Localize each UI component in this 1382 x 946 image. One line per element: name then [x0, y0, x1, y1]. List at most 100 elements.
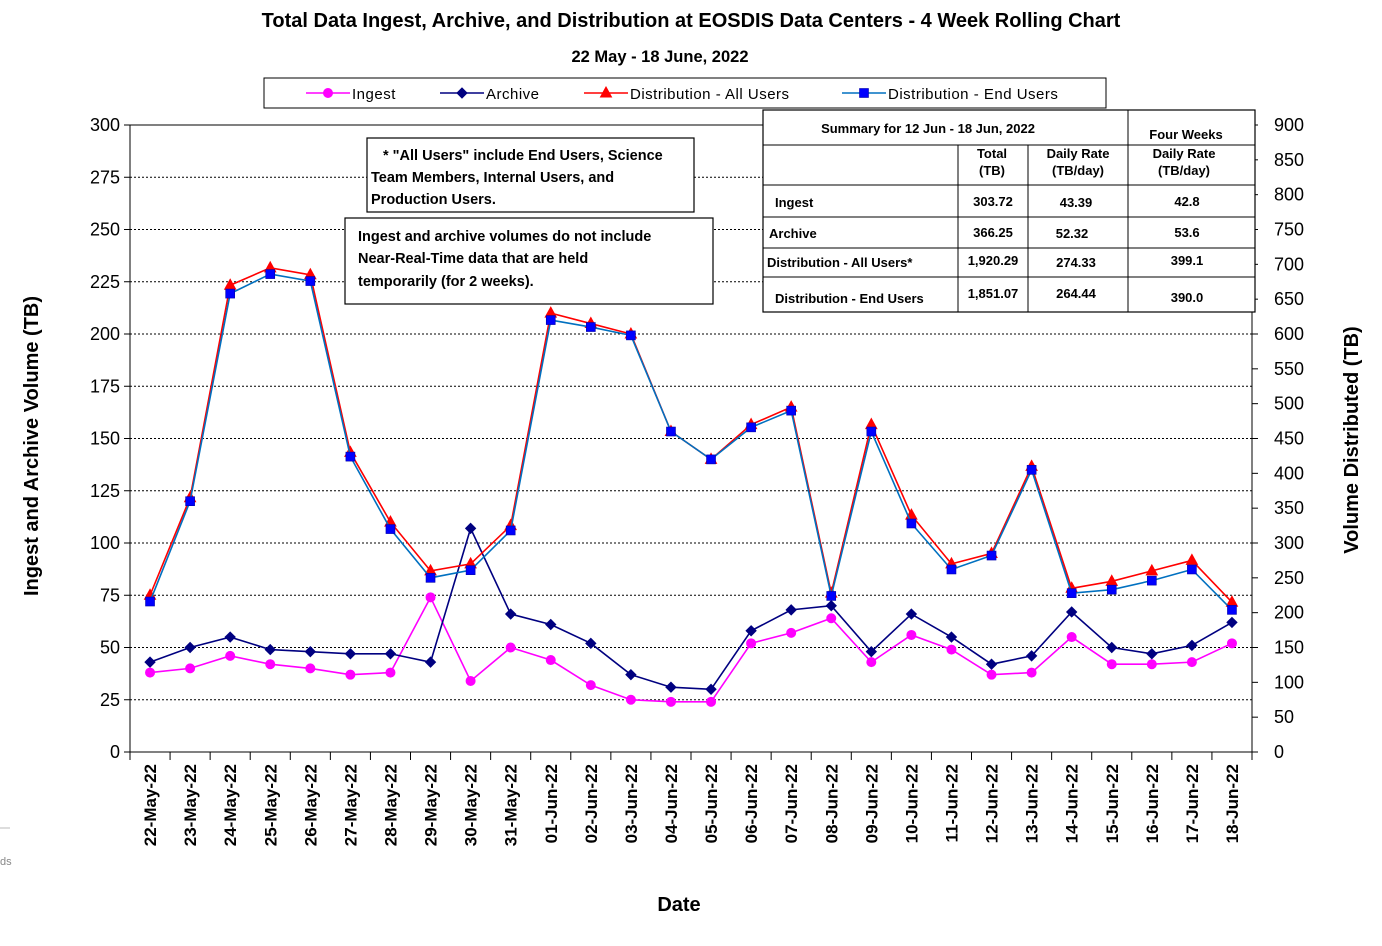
x-tick-label: 06-Jun-22: [742, 764, 761, 843]
legend-marker: [323, 88, 333, 98]
data-point-archive: [1226, 616, 1238, 629]
left-y-axis: 0 25 50 75 100 125 150 175 200 225 250 275 300: [90, 115, 130, 762]
x-tick-label: 17-Jun-22: [1183, 764, 1202, 843]
fw-header-1: Daily Rate: [1153, 146, 1216, 161]
data-point-ingest: [385, 667, 396, 678]
right-tick-label: 650: [1274, 289, 1304, 309]
legend-label: Distribution - End Users: [888, 86, 1058, 103]
x-tick-label: 03-Jun-22: [622, 764, 641, 843]
right-tick-label: 150: [1274, 638, 1304, 658]
legend-box: [263, 77, 1107, 109]
data-point-archive: [945, 631, 958, 643]
right-tick-label: 750: [1274, 220, 1304, 240]
data-point-ingest: [425, 592, 436, 603]
data-point-distribution-end-users: [265, 269, 276, 279]
data-point-archive: [184, 641, 196, 654]
users-note-line-2: Team Members, Internal Users, and: [371, 170, 614, 186]
left-tick-label: 150: [90, 429, 120, 449]
row-dist-end-four-weeks: 390.0: [1171, 290, 1204, 305]
left-tick-label: 250: [90, 220, 120, 240]
x-tick-label: 05-Jun-22: [702, 764, 721, 843]
x-tick-label: 26-May-22: [301, 764, 320, 846]
data-point-ingest: [465, 675, 476, 686]
left-tick-label: 175: [90, 376, 120, 396]
chart-subtitle: 22 May - 18 June, 2022: [571, 48, 748, 66]
data-point-archive: [1186, 639, 1198, 652]
data-point-archive: [665, 681, 677, 693]
data-point-ingest: [1026, 667, 1037, 678]
row-archive-daily: 52.32: [1056, 226, 1089, 241]
legend-item-archive: Archive: [440, 86, 539, 103]
data-point-distribution-end-users: [1026, 465, 1037, 475]
row-dist-end-total: 1,851.07: [968, 286, 1019, 301]
x-tick-label: 07-Jun-22: [782, 764, 801, 843]
data-point-archive: [224, 631, 236, 643]
left-tick-label: 75: [100, 585, 120, 605]
data-point-distribution-end-users: [385, 524, 396, 534]
left-tick-label: 50: [100, 638, 120, 658]
x-tick-label: 15-Jun-22: [1103, 764, 1122, 843]
series-ingest: [145, 592, 1237, 707]
right-tick-label: 100: [1274, 672, 1304, 692]
legend-label: Distribution - All Users: [630, 86, 790, 103]
edge-fragment-text: ds: [0, 856, 12, 868]
data-point-archive: [1106, 641, 1118, 654]
x-axis: 22-May-22 23-May-22 24-May-22 25-May-22 26-M…: [129, 752, 1253, 846]
data-point-archive: [625, 668, 637, 681]
row-dist-all-four-weeks: 399.1: [1171, 253, 1204, 268]
legend: Ingest Archive Distribution - All Users Dis…: [306, 85, 1058, 103]
right-y-axis-title: Volume Distributed (TB): [1341, 326, 1363, 553]
row-dist-all-total: 1,920.29: [968, 253, 1019, 268]
data-point-distribution-end-users: [1066, 588, 1077, 598]
data-point-distribution-end-users: [826, 591, 837, 601]
right-tick-label: 700: [1274, 254, 1304, 274]
data-point-ingest: [665, 696, 676, 707]
row-archive-four-weeks: 53.6: [1174, 225, 1199, 240]
data-point-archive: [985, 658, 998, 670]
fw-header-2: (TB/day): [1158, 163, 1210, 178]
nrt-note-line-1: Ingest and archive volumes do not includ…: [358, 229, 651, 245]
left-y-axis-title: Ingest and Archive Volume (TB): [21, 296, 43, 596]
total-header-1: Total: [977, 146, 1007, 161]
left-tick-label: 100: [90, 533, 120, 553]
data-point-ingest: [1066, 632, 1077, 643]
row-dist-end-label: Distribution - End Users: [775, 291, 924, 306]
data-point-distribution-end-users: [345, 451, 356, 462]
data-point-distribution-end-users: [906, 518, 917, 529]
data-point-distribution-end-users: [986, 550, 997, 561]
data-point-distribution-end-users: [666, 426, 676, 437]
data-point-distribution-all-users: [1185, 553, 1199, 565]
legend-item-ingest: Ingest: [306, 86, 396, 103]
data-point-ingest: [505, 642, 516, 653]
data-point-distribution-end-users: [545, 315, 556, 325]
data-point-ingest: [906, 629, 917, 640]
four-weeks-header: Four Weeks: [1149, 127, 1222, 142]
daily-header-1: Daily Rate: [1047, 146, 1110, 161]
right-tick-label: 400: [1274, 463, 1304, 483]
data-point-distribution-all-users: [1145, 563, 1159, 576]
right-tick-label: 450: [1274, 429, 1304, 449]
row-dist-all-label: Distribution - All Users*: [767, 255, 913, 270]
series-line-ingest: [149, 595, 1233, 703]
data-point-ingest: [946, 644, 957, 655]
data-point-distribution-end-users: [706, 454, 716, 465]
chart-title: Total Data Ingest, Archive, and Distribu…: [262, 10, 1121, 32]
data-point-archive: [785, 604, 797, 616]
x-tick-label: 31-May-22: [502, 764, 521, 846]
data-point-ingest: [706, 696, 717, 707]
x-tick-label: 22-May-22: [141, 764, 160, 846]
row-dist-all-daily: 274.33: [1056, 255, 1096, 270]
right-tick-label: 350: [1274, 498, 1304, 518]
right-tick-label: 550: [1274, 359, 1304, 379]
left-tick-label: 300: [90, 115, 120, 135]
data-point-archive: [905, 608, 918, 620]
right-tick-label: 500: [1274, 394, 1304, 414]
left-tick-label: 225: [90, 272, 120, 292]
row-ingest-daily: 43.39: [1060, 195, 1093, 210]
data-point-ingest: [145, 667, 156, 678]
nrt-note-box: [344, 217, 714, 305]
data-point-archive: [585, 637, 597, 650]
right-tick-label: 300: [1274, 533, 1304, 553]
row-archive-total: 366.25: [973, 225, 1013, 240]
